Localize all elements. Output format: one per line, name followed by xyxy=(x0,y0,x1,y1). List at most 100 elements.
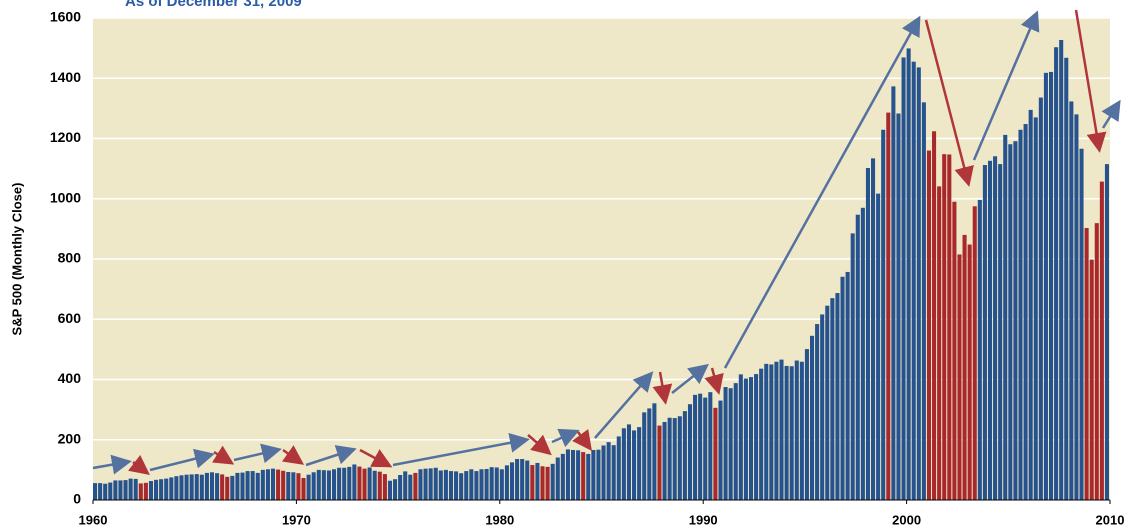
bar xyxy=(1089,259,1094,500)
bar xyxy=(855,214,860,500)
bar xyxy=(357,466,362,500)
bar xyxy=(489,467,494,500)
bar xyxy=(428,468,433,500)
bar xyxy=(718,400,723,500)
bar xyxy=(260,469,265,500)
bar xyxy=(601,445,606,500)
bar xyxy=(418,469,423,500)
bar xyxy=(326,470,331,500)
bar xyxy=(998,164,1003,500)
x-tick-label: 1980 xyxy=(485,512,514,527)
bar xyxy=(438,470,443,500)
bar xyxy=(1018,129,1023,501)
bar xyxy=(662,421,667,500)
y-tick-label: 400 xyxy=(58,370,82,386)
bar xyxy=(204,472,209,500)
bar xyxy=(113,480,118,500)
bar xyxy=(321,470,326,500)
bar xyxy=(565,449,570,500)
bar xyxy=(1033,117,1038,500)
bar xyxy=(525,460,530,500)
bar xyxy=(901,57,906,501)
bar xyxy=(713,407,718,500)
x-tick-label: 2010 xyxy=(1096,512,1125,527)
bar xyxy=(276,469,281,500)
bar xyxy=(515,459,520,500)
x-tick-label: 1960 xyxy=(79,512,108,527)
bar xyxy=(774,361,779,500)
bar xyxy=(1084,227,1089,500)
bar xyxy=(860,207,865,500)
bar xyxy=(728,388,733,500)
y-tick-label: 1600 xyxy=(50,9,81,25)
bar xyxy=(98,483,103,500)
bar xyxy=(164,478,169,500)
bar xyxy=(754,374,759,500)
bar xyxy=(494,467,499,500)
bar xyxy=(581,452,586,500)
bar xyxy=(840,276,845,500)
bar xyxy=(606,442,611,500)
bar xyxy=(469,469,474,500)
bar xyxy=(1023,124,1028,500)
bar xyxy=(535,462,540,500)
bar xyxy=(682,411,687,500)
bar xyxy=(947,154,952,500)
y-tick-label: 800 xyxy=(58,250,82,266)
bar xyxy=(916,67,921,500)
bar xyxy=(1064,57,1069,500)
bar xyxy=(443,469,448,500)
bar xyxy=(748,377,754,500)
bar xyxy=(1059,39,1064,501)
bar xyxy=(738,374,743,500)
bar xyxy=(189,474,194,500)
bar xyxy=(687,404,693,500)
bar xyxy=(896,113,901,500)
bar xyxy=(596,449,601,500)
bar xyxy=(347,466,352,500)
bar xyxy=(972,206,977,500)
bar xyxy=(509,462,515,500)
y-tick-label: 0 xyxy=(73,491,81,507)
bar xyxy=(652,403,657,500)
bar xyxy=(967,244,972,500)
bar xyxy=(632,430,637,500)
bar xyxy=(871,158,876,500)
bar xyxy=(281,470,286,500)
bar xyxy=(108,482,113,500)
bar xyxy=(942,154,947,501)
bar xyxy=(199,474,204,500)
bar xyxy=(937,186,942,500)
bar xyxy=(377,471,382,500)
bar xyxy=(794,360,799,500)
bar xyxy=(540,466,545,500)
bar xyxy=(642,412,647,500)
arrows xyxy=(92,9,1121,476)
bar xyxy=(723,387,728,500)
bar xyxy=(789,366,794,500)
bar xyxy=(128,478,133,500)
bar xyxy=(123,480,128,500)
bar xyxy=(454,471,459,500)
bar xyxy=(240,472,245,500)
x-tick-label: 1990 xyxy=(689,512,718,527)
bar xyxy=(408,474,413,500)
bar xyxy=(103,483,108,500)
bar xyxy=(499,469,504,500)
bar xyxy=(133,478,138,500)
bar xyxy=(784,365,789,500)
bar xyxy=(138,483,143,500)
bar xyxy=(215,473,220,500)
bar xyxy=(845,271,850,500)
bar xyxy=(576,450,581,500)
bar xyxy=(459,473,464,500)
x-tick-label: 1970 xyxy=(282,512,311,527)
bar xyxy=(987,160,993,501)
bar xyxy=(865,168,870,500)
bar xyxy=(1028,109,1033,500)
bar xyxy=(759,368,764,500)
bar xyxy=(504,465,509,500)
bar xyxy=(382,474,387,500)
bar xyxy=(1079,148,1084,500)
